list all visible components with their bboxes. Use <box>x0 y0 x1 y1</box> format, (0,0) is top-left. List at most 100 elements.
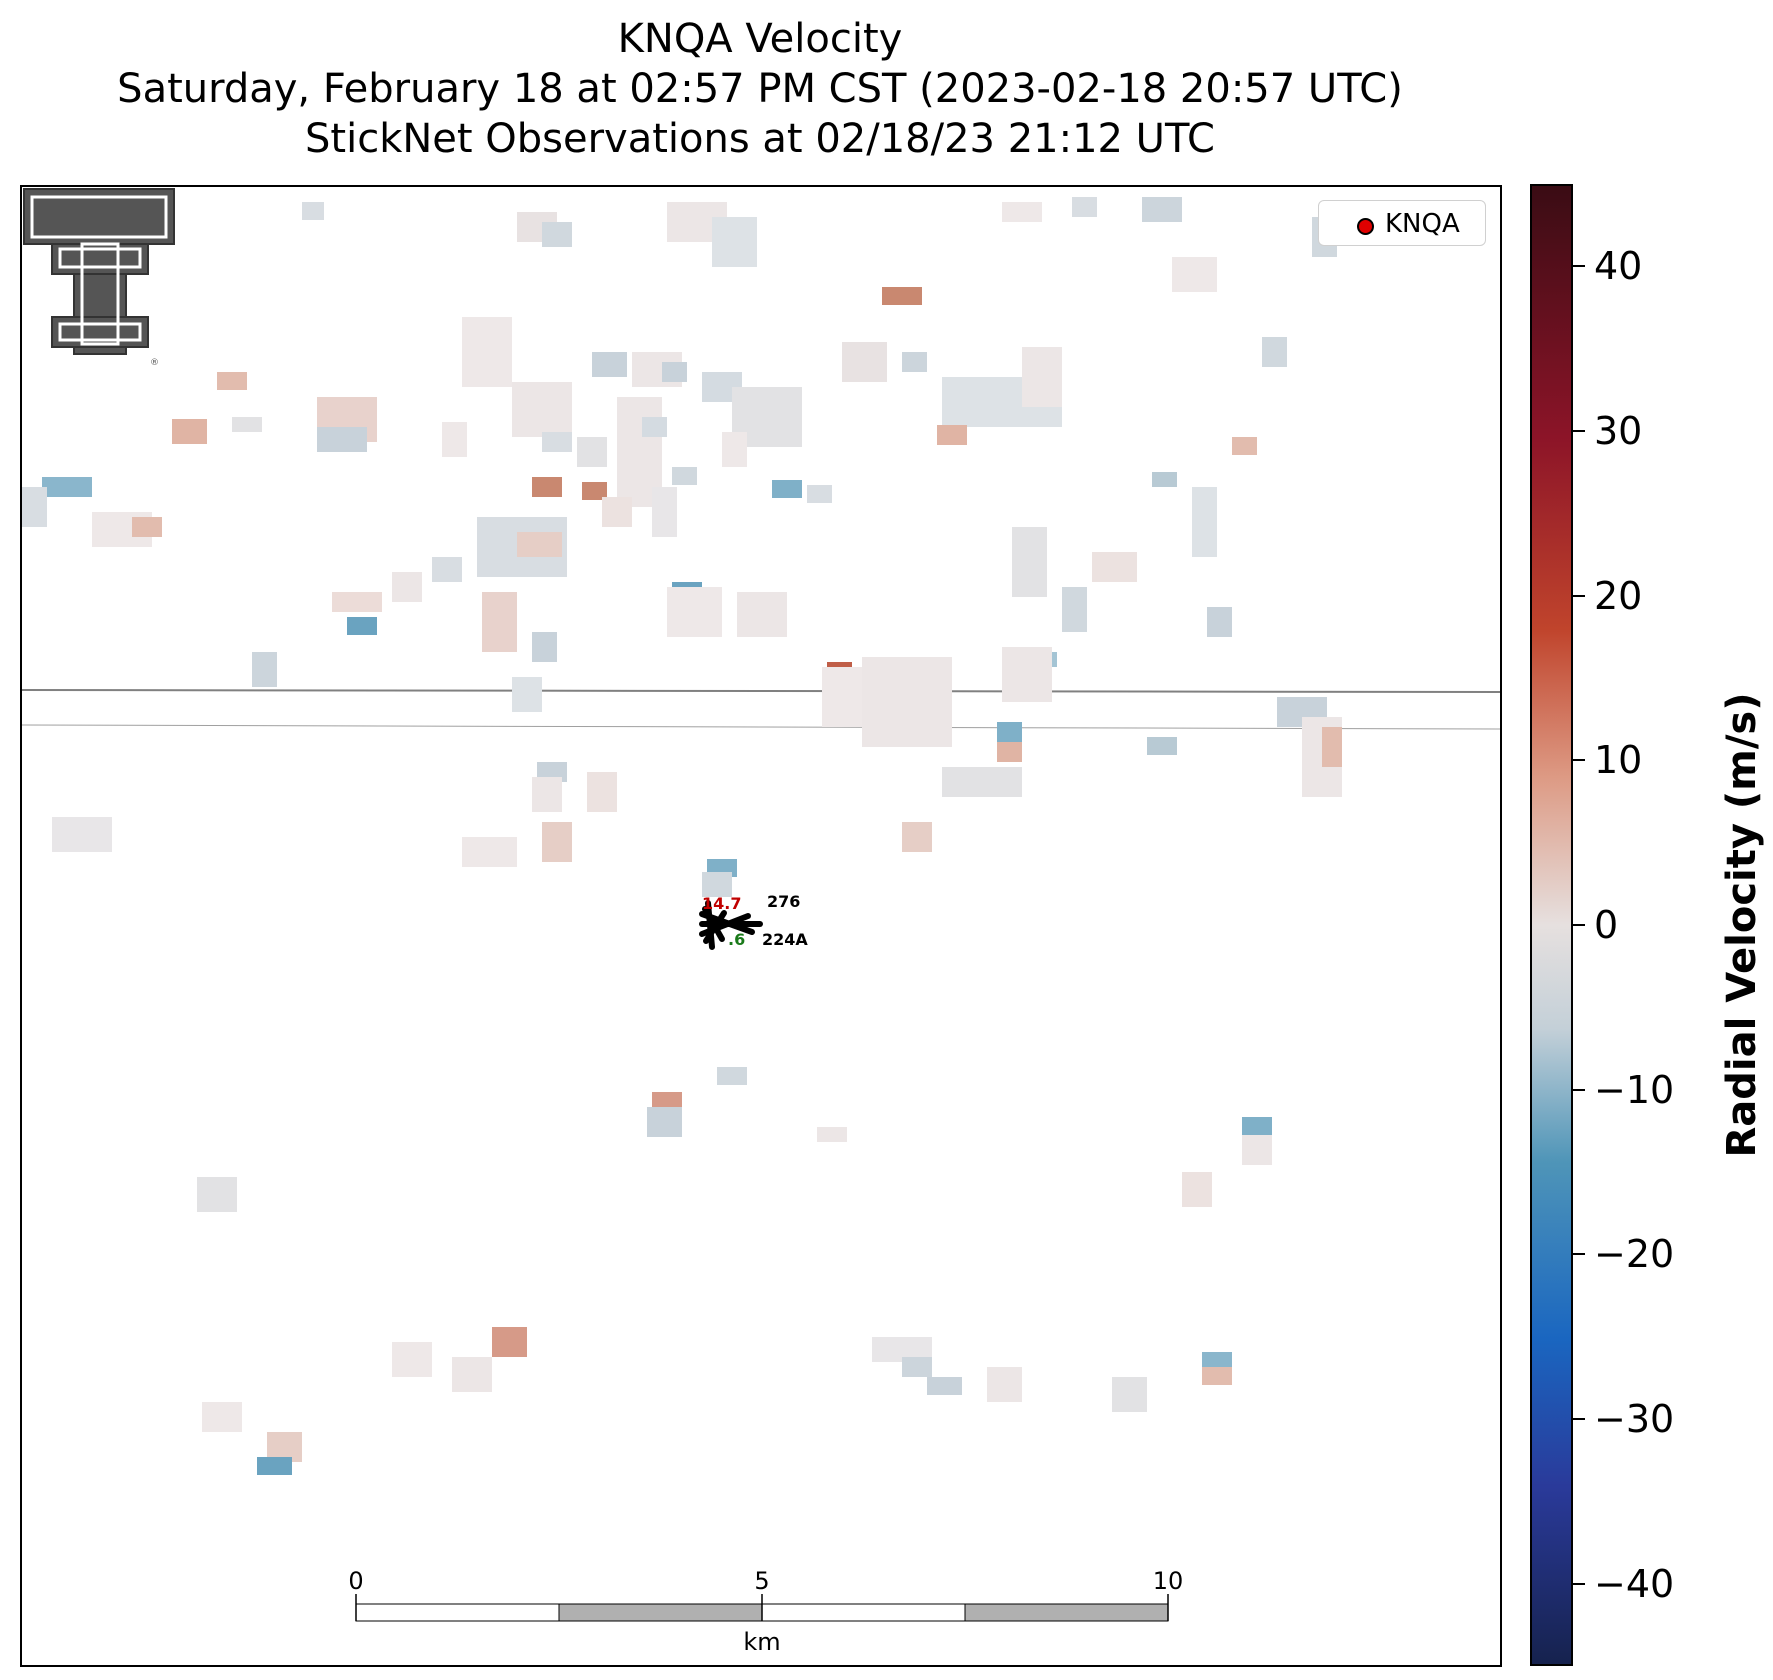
velocity-pixel <box>517 532 562 557</box>
velocity-pixel <box>642 417 667 437</box>
velocity-pixel <box>1142 197 1182 222</box>
velocity-pixel <box>217 372 247 390</box>
velocity-pixel <box>902 1357 932 1377</box>
velocity-pixel <box>672 467 697 485</box>
velocity-pixel <box>462 837 517 867</box>
velocity-pixel <box>667 587 722 637</box>
colorbar-tick-label: 10 <box>1594 738 1643 783</box>
scale-bar-segment <box>355 1603 560 1622</box>
colorbar <box>1530 184 1573 1666</box>
velocity-pixel <box>592 352 627 377</box>
velocity-pixel <box>807 485 832 503</box>
colorbar-tick <box>1573 924 1585 926</box>
velocity-pixel <box>1072 197 1097 217</box>
velocity-pixel <box>1262 337 1287 367</box>
velocity-pixel <box>542 222 572 247</box>
radar-map[interactable]: 14.7 276 .6 224A 0 5 10 km <box>20 185 1502 1667</box>
velocity-pixel <box>1002 202 1042 222</box>
velocity-pixel <box>717 1067 747 1085</box>
velocity-pixel <box>722 432 747 467</box>
radar-velocity-layer: 14.7 276 .6 224A 0 5 10 km <box>22 197 1500 1656</box>
station-id-label: 224A <box>762 930 808 949</box>
velocity-pixel <box>1202 1352 1232 1370</box>
velocity-pixel <box>577 437 607 467</box>
velocity-pixel <box>902 822 932 852</box>
velocity-pixel <box>332 592 382 612</box>
velocity-pixel <box>542 432 572 452</box>
scale-bar-label: 0 <box>348 1567 363 1595</box>
velocity-pixel <box>1242 1135 1272 1165</box>
colorbar-tick <box>1573 1582 1585 1585</box>
velocity-pixel <box>442 422 467 457</box>
colorbar-tick-label: 30 <box>1594 409 1643 453</box>
velocity-pixel <box>392 1342 432 1377</box>
station-temperature: 14.7 <box>702 894 741 913</box>
velocity-pixel <box>862 657 952 747</box>
velocity-pixel <box>232 417 262 432</box>
colorbar-label: Radial Velocity (m/s) <box>1719 692 1765 1158</box>
colorbar-tick-label: −40 <box>1594 1561 1675 1606</box>
velocity-pixel <box>492 1327 527 1357</box>
velocity-pixel <box>1172 257 1217 292</box>
scale-bar-segment <box>761 1603 966 1622</box>
velocity-pixel <box>712 217 757 267</box>
velocity-pixel <box>197 1177 237 1212</box>
velocity-pixel <box>42 477 92 497</box>
radar-site-marker-icon <box>1357 218 1374 235</box>
velocity-pixel <box>1202 1367 1232 1385</box>
colorbar-tick <box>1573 430 1585 432</box>
colorbar-tick <box>1573 1253 1585 1256</box>
velocity-pixel <box>257 1457 292 1475</box>
map-subtitle-observations: StickNet Observations at 02/18/23 21:12 … <box>305 116 1215 162</box>
boundary-line <box>22 724 1500 730</box>
texas-tech-double-t-logo: ® <box>23 188 175 368</box>
velocity-pixel <box>22 487 47 527</box>
colorbar-tick <box>1573 1418 1585 1420</box>
velocity-pixel <box>647 1107 682 1137</box>
velocity-pixel <box>512 382 572 437</box>
velocity-pixel <box>532 777 562 812</box>
map-subtitle-time: Saturday, February 18 at 02:57 PM CST (2… <box>117 66 1403 112</box>
velocity-pixel <box>587 772 617 812</box>
velocity-pixel <box>902 352 927 372</box>
velocity-pixel <box>822 667 867 727</box>
velocity-pixel <box>482 592 517 652</box>
velocity-pixel <box>772 480 802 498</box>
scale-bar-label: 10 <box>1153 1567 1184 1595</box>
velocity-pixel <box>937 425 967 445</box>
velocity-pixel <box>52 817 112 852</box>
velocity-pixel <box>1192 487 1217 557</box>
velocity-pixel <box>652 487 677 537</box>
map-title: KNQA Velocity <box>617 16 903 62</box>
velocity-pixel <box>532 477 562 497</box>
velocity-pixel <box>817 1127 847 1142</box>
velocity-pixel <box>662 362 687 382</box>
velocity-pixel <box>252 652 277 687</box>
velocity-pixel <box>1022 347 1062 407</box>
velocity-pixel <box>997 742 1022 762</box>
velocity-pixel <box>512 677 542 712</box>
colorbar-tick-label: −30 <box>1594 1397 1675 1441</box>
velocity-pixel <box>1182 1172 1212 1207</box>
registered-mark: ® <box>150 358 159 368</box>
velocity-pixel <box>602 497 632 527</box>
velocity-pixel <box>737 592 787 637</box>
colorbar-tick-label: 20 <box>1594 573 1643 618</box>
colorbar-tick-label: 0 <box>1594 903 1619 947</box>
velocity-pixel <box>132 517 162 537</box>
scale-bar-segment <box>964 1603 1169 1622</box>
velocity-pixel <box>702 872 732 897</box>
station-id-label: 276 <box>767 892 800 911</box>
velocity-pixel <box>202 1402 242 1432</box>
scale-bar-unit: km <box>743 1628 780 1656</box>
velocity-pixel <box>302 202 324 220</box>
velocity-pixel <box>1062 587 1087 632</box>
velocity-pixel <box>942 767 1022 797</box>
velocity-pixel <box>1012 527 1047 597</box>
velocity-pixel <box>1092 552 1137 582</box>
velocity-pixel <box>997 722 1022 742</box>
velocity-pixel <box>532 632 557 662</box>
boundary-line <box>22 689 1500 693</box>
map-legend: KNQA <box>1318 200 1486 246</box>
scale-bar-label: 5 <box>754 1567 769 1595</box>
